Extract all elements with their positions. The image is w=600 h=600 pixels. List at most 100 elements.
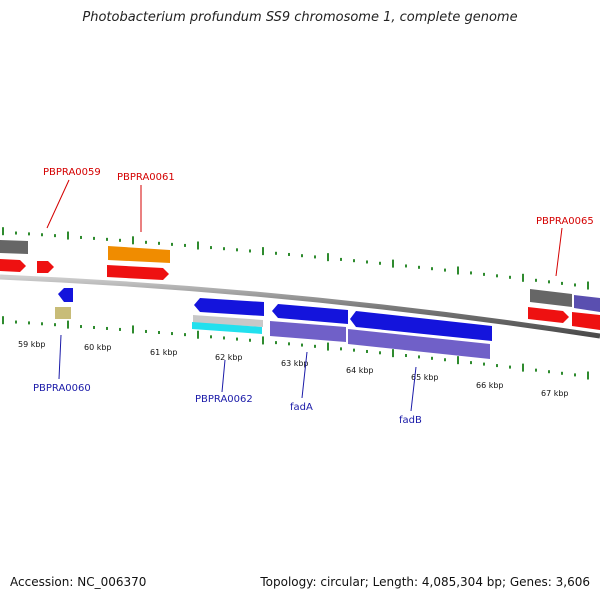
tick-minor: [15, 231, 17, 235]
tick-minor: [405, 354, 407, 358]
tick-minor: [353, 259, 355, 263]
tick-minor: [548, 280, 550, 284]
tick-minor: [535, 278, 537, 282]
tick-major: [67, 320, 69, 329]
tick-minor: [28, 232, 30, 236]
tick-major: [522, 363, 524, 372]
tick-minor: [119, 238, 121, 242]
tick-minor: [405, 264, 407, 268]
tick-major: [457, 266, 459, 275]
tick-minor: [106, 237, 108, 241]
tick-minor: [145, 240, 147, 244]
tick-minor: [288, 342, 290, 346]
chromosome-backbone: [0, 274, 600, 339]
tick-minor: [184, 333, 186, 337]
tick-minor: [145, 329, 147, 333]
tick-minor: [444, 268, 446, 272]
gene-label-leader: [58, 334, 62, 380]
tick-minor: [301, 343, 303, 347]
gene-label[interactable]: PBPRA0062: [195, 394, 253, 405]
kbp-label: 62 kbp: [215, 353, 243, 362]
tick-minor: [548, 370, 550, 374]
tick-minor: [314, 255, 316, 259]
gene-label[interactable]: PBPRA0059: [43, 167, 101, 178]
tick-major: [392, 259, 394, 268]
tick-minor: [561, 281, 563, 285]
tick-major: [2, 227, 4, 236]
tick-minor: [483, 362, 485, 366]
gene-label[interactable]: PBPRA0061: [117, 172, 175, 183]
tick-major: [67, 231, 69, 240]
tick-minor: [418, 265, 420, 269]
tick-minor: [444, 358, 446, 362]
tick-minor: [366, 349, 368, 353]
tick-minor: [301, 254, 303, 258]
tick-minor: [236, 248, 238, 252]
tick-major: [457, 356, 459, 365]
tick-row-bottom: [2, 316, 589, 380]
tick-minor: [574, 373, 576, 377]
tick-major: [392, 349, 394, 358]
tick-major: [197, 330, 199, 339]
gene-label[interactable]: PBPRA0065: [536, 216, 594, 227]
tick-minor: [80, 235, 82, 239]
tick-minor: [275, 251, 277, 255]
tick-minor: [54, 323, 56, 327]
kbp-label: 64 kbp: [346, 366, 374, 375]
tick-minor: [314, 344, 316, 348]
gene-label-leader: [410, 366, 417, 412]
tick-minor: [353, 348, 355, 352]
tick-minor: [418, 355, 420, 359]
tick-minor: [496, 364, 498, 368]
tick-minor: [184, 243, 186, 247]
gene-label[interactable]: PBPRA0060: [33, 383, 91, 394]
tick-minor: [561, 371, 563, 375]
tick-major: [587, 281, 589, 290]
tick-minor: [93, 325, 95, 329]
tick-minor: [80, 325, 82, 329]
gene-label-leader: [555, 227, 563, 277]
tick-minor: [483, 272, 485, 276]
genome-summary: Topology: circular; Length: 4,085,304 bp…: [260, 575, 590, 589]
tick-minor: [340, 257, 342, 261]
map-title: Photobacterium profundum SS9 chromosome …: [82, 10, 518, 25]
gene-feature[interactable]: [0, 240, 600, 330]
tick-minor: [431, 356, 433, 360]
tick-minor: [535, 368, 537, 372]
tick-minor: [158, 331, 160, 335]
tick-minor: [223, 336, 225, 340]
tick-minor: [249, 338, 251, 342]
tick-major: [197, 241, 199, 250]
gene-feature[interactable]: [55, 288, 492, 359]
tick-minor: [119, 327, 121, 331]
tick-minor: [379, 261, 381, 265]
gene-label[interactable]: fadA: [290, 402, 313, 413]
tick-minor: [470, 271, 472, 275]
tick-minor: [379, 351, 381, 355]
tick-major: [522, 273, 524, 282]
tick-minor: [470, 361, 472, 365]
kbp-label: 66 kbp: [476, 381, 504, 390]
tick-minor: [210, 246, 212, 250]
tick-major: [262, 336, 264, 345]
kbp-label: 65 kbp: [411, 373, 439, 382]
gene-label[interactable]: fadB: [399, 415, 422, 426]
tick-minor: [54, 234, 56, 238]
tick-minor: [41, 233, 43, 237]
tick-minor: [574, 283, 576, 287]
tick-minor: [158, 241, 160, 245]
kbp-label: 61 kbp: [150, 348, 178, 357]
tick-major: [327, 342, 329, 351]
tick-minor: [93, 236, 95, 240]
tick-major: [2, 316, 4, 325]
tick-major: [132, 236, 134, 245]
tick-minor: [210, 335, 212, 339]
tick-minor: [236, 337, 238, 341]
tick-minor: [288, 252, 290, 256]
tick-minor: [41, 322, 43, 326]
tick-minor: [496, 274, 498, 278]
gene-label-leader: [221, 359, 226, 393]
tick-minor: [171, 332, 173, 336]
tick-minor: [223, 247, 225, 251]
